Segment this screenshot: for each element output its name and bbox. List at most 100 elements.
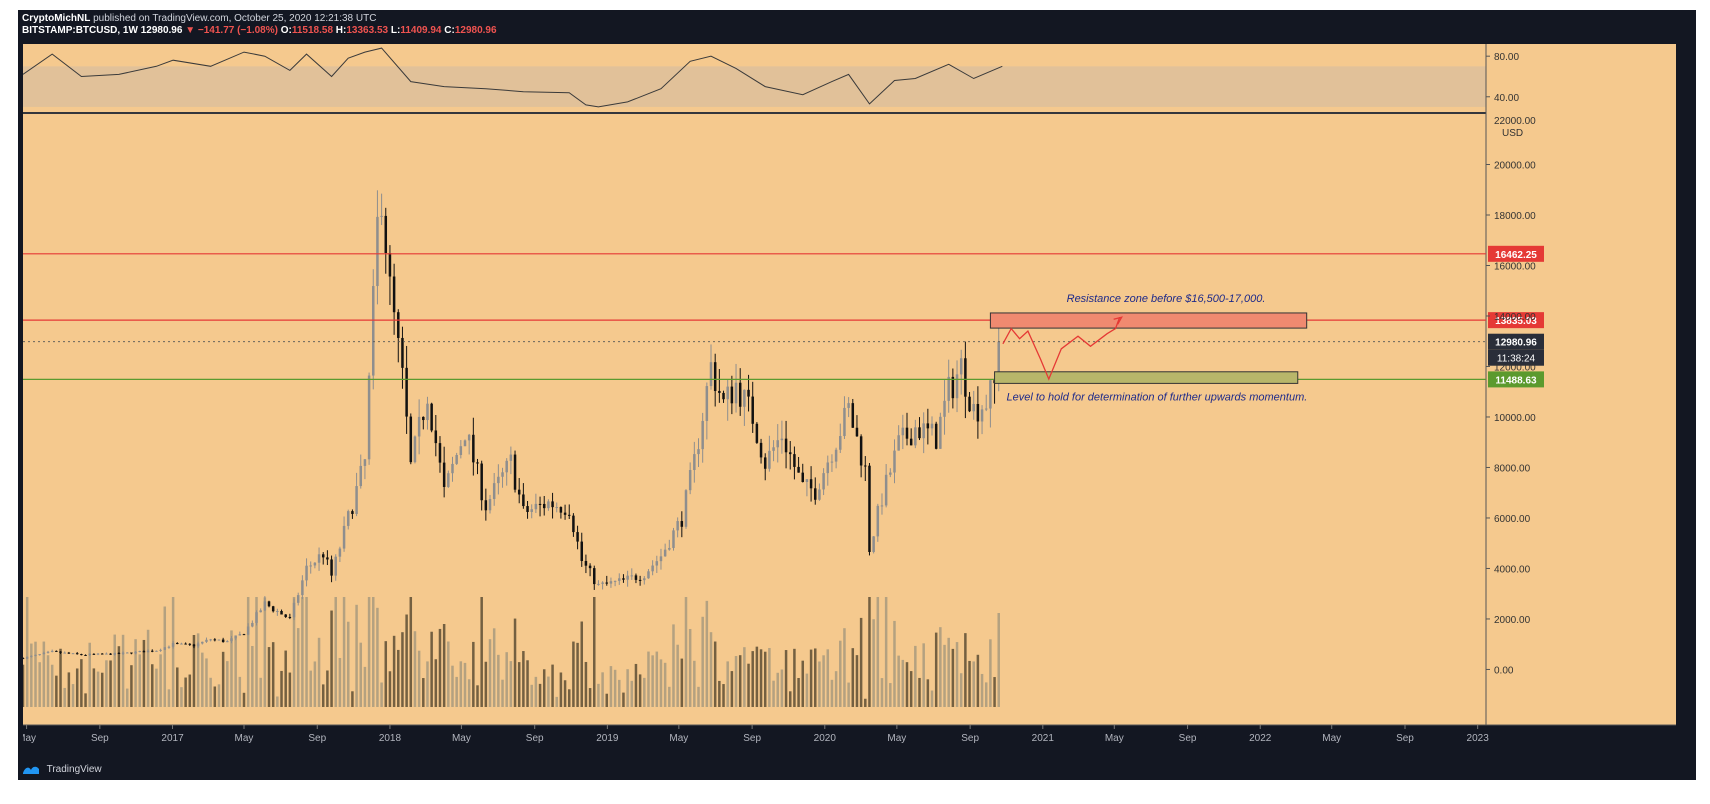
rsi-tick-label: 40.00 bbox=[1494, 93, 1519, 104]
volume-bar bbox=[171, 597, 175, 707]
price-tick-label: 12000.00 bbox=[1494, 362, 1536, 373]
volume-bar bbox=[730, 671, 734, 707]
candle-body bbox=[142, 651, 146, 653]
volume-bar bbox=[142, 639, 146, 707]
volume-bar bbox=[492, 628, 496, 707]
candle-body bbox=[797, 466, 800, 473]
candle-body bbox=[701, 420, 704, 450]
volume-bar bbox=[964, 633, 967, 707]
candle-body bbox=[784, 438, 788, 453]
volume-bar bbox=[980, 673, 984, 707]
candle-body bbox=[814, 488, 817, 500]
level-label: 16462.25 bbox=[1495, 250, 1537, 261]
candle-body bbox=[301, 580, 304, 596]
volume-bar bbox=[363, 666, 367, 707]
candle-body bbox=[768, 450, 771, 469]
volume-bar bbox=[167, 689, 171, 707]
volume-bar bbox=[113, 634, 116, 707]
volume-bar bbox=[405, 614, 408, 707]
annotation-text: Level to hold for determination of furth… bbox=[1006, 392, 1307, 404]
candle-body bbox=[818, 489, 821, 500]
author-name[interactable]: CryptoMichNL bbox=[22, 13, 91, 24]
volume-bar bbox=[259, 677, 262, 707]
candle-body bbox=[401, 337, 404, 368]
candle-body bbox=[422, 416, 425, 421]
candle-body bbox=[501, 472, 504, 477]
volume-bar bbox=[567, 689, 571, 707]
volume-bar bbox=[388, 671, 392, 707]
volume-bar bbox=[96, 671, 100, 707]
volume-bar bbox=[734, 656, 738, 707]
volume-bar bbox=[309, 670, 312, 707]
volume-bar bbox=[672, 624, 675, 707]
close-label: C: bbox=[444, 25, 455, 36]
brand-name[interactable]: TradingView bbox=[46, 764, 102, 775]
candle-body bbox=[88, 653, 91, 655]
volume-bar bbox=[509, 661, 513, 707]
time-axis[interactable]: May Sep 2017 May Sep 2018 May Sep 2019 May Sep 2020… bbox=[23, 725, 1489, 744]
volume-bar bbox=[422, 678, 425, 707]
volume-bar bbox=[38, 662, 41, 707]
symbol-label: BITSTAMP:BTCUSD, 1W bbox=[22, 25, 138, 36]
candle-body bbox=[171, 643, 175, 647]
candle-body bbox=[100, 653, 104, 655]
candle-body bbox=[484, 500, 488, 511]
volume-bar bbox=[151, 664, 154, 707]
countdown-label-bg bbox=[1488, 349, 1544, 366]
volume-bar bbox=[442, 624, 446, 707]
candle-body bbox=[351, 511, 354, 514]
candle-body bbox=[276, 610, 279, 612]
volume-bar bbox=[430, 631, 433, 707]
volume-bar bbox=[884, 597, 888, 707]
volume-bar bbox=[626, 669, 629, 707]
volume-bar bbox=[75, 668, 79, 707]
level-label: 12980.96 bbox=[1495, 338, 1537, 349]
candle-body bbox=[751, 396, 754, 424]
volume-bar bbox=[751, 651, 754, 707]
volume-bar bbox=[843, 628, 846, 707]
volume-bar bbox=[246, 597, 250, 707]
candle-body bbox=[934, 423, 938, 449]
candle-body bbox=[530, 509, 533, 512]
volume-bar bbox=[984, 682, 988, 707]
chart-annotations: Resistance zone before $16,500-17,000. Le… bbox=[1006, 293, 1307, 403]
volume-bar bbox=[588, 688, 592, 707]
candle-body bbox=[442, 462, 446, 487]
volume-bar bbox=[488, 639, 492, 707]
candle-body bbox=[618, 578, 621, 581]
volume-bar bbox=[542, 669, 546, 707]
price-tick-label: 10000.00 bbox=[1494, 413, 1536, 424]
chart-plot[interactable]: 16462.25 13835.03 12980.96 11488.63 11:38:24… bbox=[23, 44, 1676, 759]
volume-bar bbox=[914, 645, 917, 707]
volume-bar bbox=[613, 669, 617, 707]
change-arrow-icon: ▼ bbox=[185, 25, 196, 36]
candle-body bbox=[434, 430, 438, 444]
high-value: 13363.53 bbox=[346, 25, 389, 36]
volume-bar bbox=[284, 650, 287, 707]
horizontal-levels: 16462.25 13835.03 12980.96 11488.63 11:38:24 bbox=[23, 245, 1544, 388]
candle-body bbox=[313, 562, 317, 566]
candle-body bbox=[884, 474, 888, 506]
volume-bar bbox=[526, 660, 529, 707]
candle-body bbox=[209, 639, 212, 641]
volume-bar bbox=[593, 597, 596, 707]
candle-body bbox=[976, 403, 980, 422]
close-value: 12980.96 bbox=[454, 25, 497, 36]
volume-bar bbox=[801, 660, 805, 707]
candle-body bbox=[772, 447, 775, 451]
candle-body bbox=[880, 505, 884, 507]
volume-bar bbox=[23, 664, 25, 707]
candle-body bbox=[889, 472, 892, 475]
candle-body bbox=[472, 434, 475, 463]
candle-body bbox=[688, 470, 692, 491]
price-axis[interactable]: 0.00 2000.00 4000.00 6000.00 8000.00 10000.00… bbox=[1486, 116, 1536, 676]
volume-bar bbox=[517, 662, 521, 707]
volume-bar bbox=[726, 661, 729, 707]
volume-bar bbox=[676, 644, 679, 707]
volume-bar bbox=[180, 687, 183, 707]
candle-body bbox=[547, 501, 550, 509]
time-tick-label: May bbox=[1105, 733, 1124, 744]
price-zones bbox=[989, 312, 1308, 384]
candle-body bbox=[647, 571, 650, 579]
volume-bar bbox=[121, 634, 125, 707]
